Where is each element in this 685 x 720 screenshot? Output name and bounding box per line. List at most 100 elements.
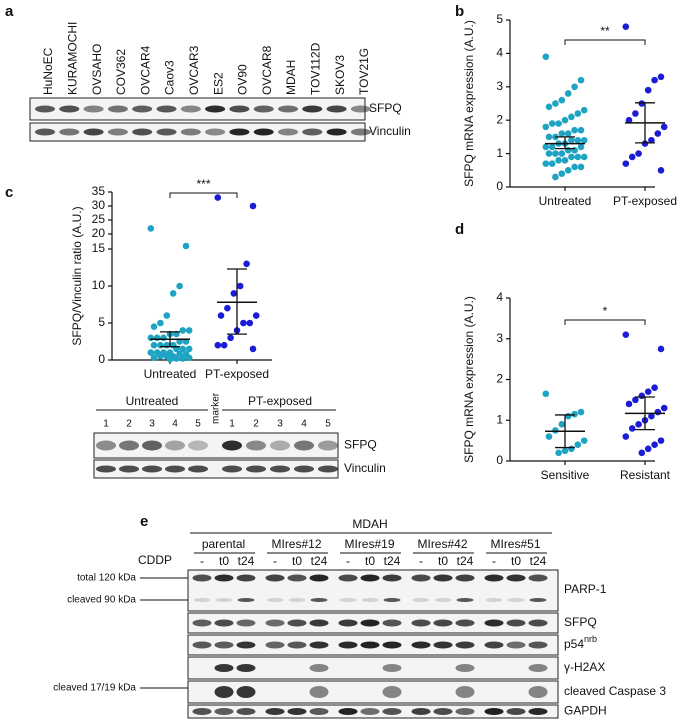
blot-band [192, 708, 212, 715]
blot-band [485, 598, 503, 602]
group-label: MIres#19 [344, 537, 394, 551]
row-label: Vinculin [344, 461, 386, 475]
data-point [568, 113, 575, 121]
blot-band [287, 619, 307, 627]
data-point [577, 143, 585, 151]
y-tick-label: 4 [496, 290, 503, 304]
data-point [555, 449, 562, 457]
x-tick-label: PT-exposed [205, 367, 269, 381]
blot-band [278, 105, 298, 113]
blot-band [192, 574, 212, 582]
data-point [574, 441, 582, 449]
panel-letter: d [455, 221, 464, 238]
blot-band [215, 598, 233, 602]
data-point [625, 116, 633, 124]
blot-band [309, 686, 329, 698]
blot-band [411, 641, 431, 649]
data-point [147, 349, 155, 356]
data-point [217, 312, 225, 319]
data-point [580, 106, 588, 114]
blot-band [214, 708, 234, 715]
data-point [548, 143, 556, 151]
data-point [651, 384, 658, 391]
blot-band [265, 708, 285, 715]
significance: *** [196, 177, 210, 191]
lane-label: - [492, 554, 496, 568]
data-point [628, 153, 636, 161]
blot-band [59, 105, 80, 113]
lane-label: MDAH [284, 60, 298, 95]
group-label: MIres#42 [417, 537, 467, 551]
data-point [558, 96, 566, 104]
blot-band [246, 465, 266, 473]
y-tick-label: 3 [496, 331, 503, 345]
lane-label: 3 [277, 419, 283, 430]
data-point [157, 341, 164, 349]
significance: * [603, 304, 608, 318]
data-point [214, 194, 222, 201]
data-point [214, 341, 222, 349]
lane-label: 3 [149, 419, 155, 430]
lane-label: t0 [292, 554, 302, 568]
lane-label: - [346, 554, 350, 568]
blot-band [382, 574, 402, 582]
blot-band [132, 105, 153, 113]
blot-band [338, 641, 358, 649]
blot-band [350, 128, 371, 136]
data-point [558, 130, 566, 137]
data-point [542, 123, 550, 131]
blot-band [455, 664, 475, 672]
group-label: MIres#12 [271, 537, 321, 551]
blot-band [119, 440, 139, 451]
blot-band [528, 664, 548, 672]
blot-band [265, 619, 285, 627]
blot-band [180, 105, 201, 113]
blot-band [506, 619, 526, 627]
y-tick-label: 5 [496, 12, 503, 26]
lane-label: t24 [384, 554, 401, 568]
row-label: Vinculin [369, 124, 411, 138]
blot-band [229, 105, 250, 113]
blot-band [287, 708, 307, 715]
panel-letter: e [140, 513, 148, 530]
data-point [580, 437, 588, 444]
data-point [574, 136, 582, 144]
row-label-superscript: nrb [584, 634, 597, 644]
blot-band [287, 574, 307, 582]
blot-band [528, 686, 548, 698]
lane-label: TOV21G [357, 48, 371, 95]
blot-band [455, 619, 475, 627]
y-tick-label: 2 [496, 372, 503, 386]
blot-band [214, 686, 234, 698]
data-point [246, 319, 254, 327]
blot-band [253, 105, 274, 113]
lane-label: 2 [126, 419, 132, 430]
lane-label: OVCAR3 [187, 45, 201, 95]
blot-band [360, 641, 380, 649]
data-point [163, 312, 171, 319]
data-point [157, 319, 164, 327]
data-point [644, 388, 652, 396]
blot-band [318, 465, 338, 473]
row-label: PARP-1 [564, 582, 607, 596]
lane-label: t24 [311, 554, 328, 568]
lane-label: t0 [219, 554, 229, 568]
blot-band [484, 574, 504, 582]
data-point [169, 290, 177, 297]
data-point [632, 396, 639, 404]
blot-band [456, 598, 474, 602]
y-tick-label: 5 [98, 315, 105, 329]
lane-label: 5 [195, 419, 201, 430]
blot-band [382, 686, 402, 698]
x-tick-label: Untreated [539, 194, 592, 208]
blot-frame [187, 656, 559, 680]
lane-label: t0 [438, 554, 448, 568]
y-tick-label: 15 [92, 241, 106, 255]
blot-band [288, 598, 306, 602]
blot-band [484, 619, 504, 627]
blot-band [383, 598, 401, 602]
blot-band [433, 641, 453, 649]
lane-label: t24 [530, 554, 547, 568]
blot-band [455, 708, 475, 715]
